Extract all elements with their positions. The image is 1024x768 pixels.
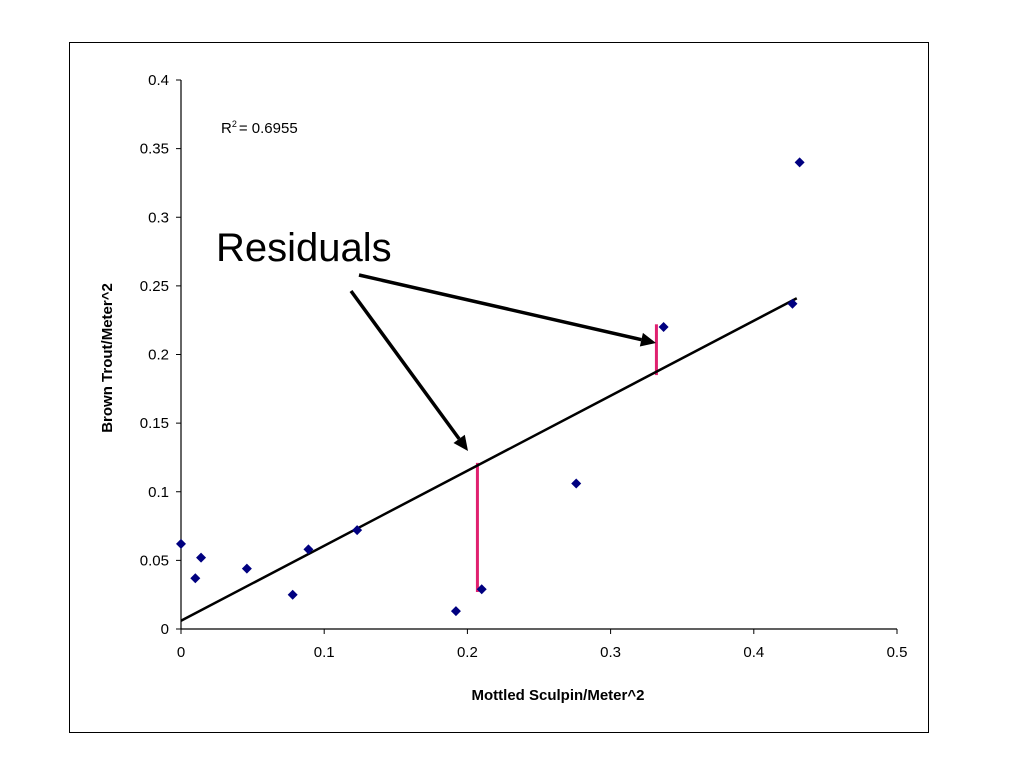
data-point (196, 552, 207, 563)
data-point (176, 538, 186, 549)
chart-frame: 0 0.05 0.1 0.15 0.2 0.25 0.3 0.35 0.4 0 0.1 0.2 0.3… (69, 42, 929, 733)
r-squared-label: R2 = 0.6955 (221, 119, 298, 137)
callout-arrows (349, 273, 656, 451)
y-axis-title: Brown Trout/Meter^2 (99, 283, 116, 433)
data-point (794, 157, 805, 168)
data-point (658, 322, 669, 333)
y-tick-label: 0.3 (148, 209, 169, 226)
data-point (352, 525, 363, 536)
x-tick-label: 0.2 (457, 644, 478, 661)
x-axis-title: Mottled Sculpin/Meter^2 (472, 687, 645, 704)
data-point (476, 584, 487, 595)
scatter-chart: 0 0.05 0.1 0.15 0.2 0.25 0.3 0.35 0.4 0 0.1 0.2 0.3… (99, 72, 908, 704)
axes (180, 80, 897, 630)
residuals-callout: Residuals (216, 226, 392, 270)
x-tick-label: 0.5 (887, 644, 908, 661)
y-tick-label: 0.1 (148, 484, 169, 501)
y-tick-label: 0.4 (148, 72, 169, 89)
data-point (450, 606, 461, 617)
y-tick-label: 0.25 (140, 278, 169, 295)
x-tick-label: 0.1 (314, 644, 335, 661)
y-tick-label: 0.35 (140, 141, 169, 158)
data-point (571, 478, 582, 489)
data-point (787, 298, 798, 309)
y-tick-label: 0 (161, 621, 169, 638)
callout-arrow (358, 273, 642, 342)
callout-arrowhead (639, 332, 656, 347)
callout-arrow (349, 289, 461, 440)
x-tick-label: 0.4 (743, 644, 764, 661)
data-points (176, 157, 805, 617)
x-axis-ticks: 0 0.1 0.2 0.3 0.4 0.5 (177, 629, 908, 661)
residual-lines (475, 324, 658, 592)
data-point (303, 544, 314, 555)
y-tick-label: 0.05 (140, 552, 169, 569)
y-axis-ticks: 0 0.05 0.1 0.15 0.2 0.25 0.3 0.35 0.4 (140, 72, 181, 638)
callout-arrowhead (453, 434, 468, 451)
y-tick-label: 0.15 (140, 415, 169, 432)
data-point (287, 589, 298, 600)
trendline-path (180, 297, 798, 622)
data-point (241, 563, 252, 574)
trendline (180, 297, 798, 622)
data-point (190, 573, 201, 584)
x-tick-label: 0.3 (600, 644, 621, 661)
x-tick-label: 0 (177, 644, 185, 661)
y-tick-label: 0.2 (148, 347, 169, 364)
